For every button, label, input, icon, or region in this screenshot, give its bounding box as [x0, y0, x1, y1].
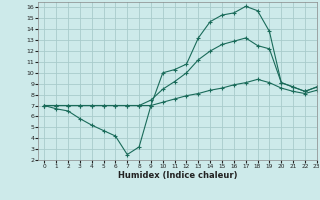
- X-axis label: Humidex (Indice chaleur): Humidex (Indice chaleur): [118, 171, 237, 180]
